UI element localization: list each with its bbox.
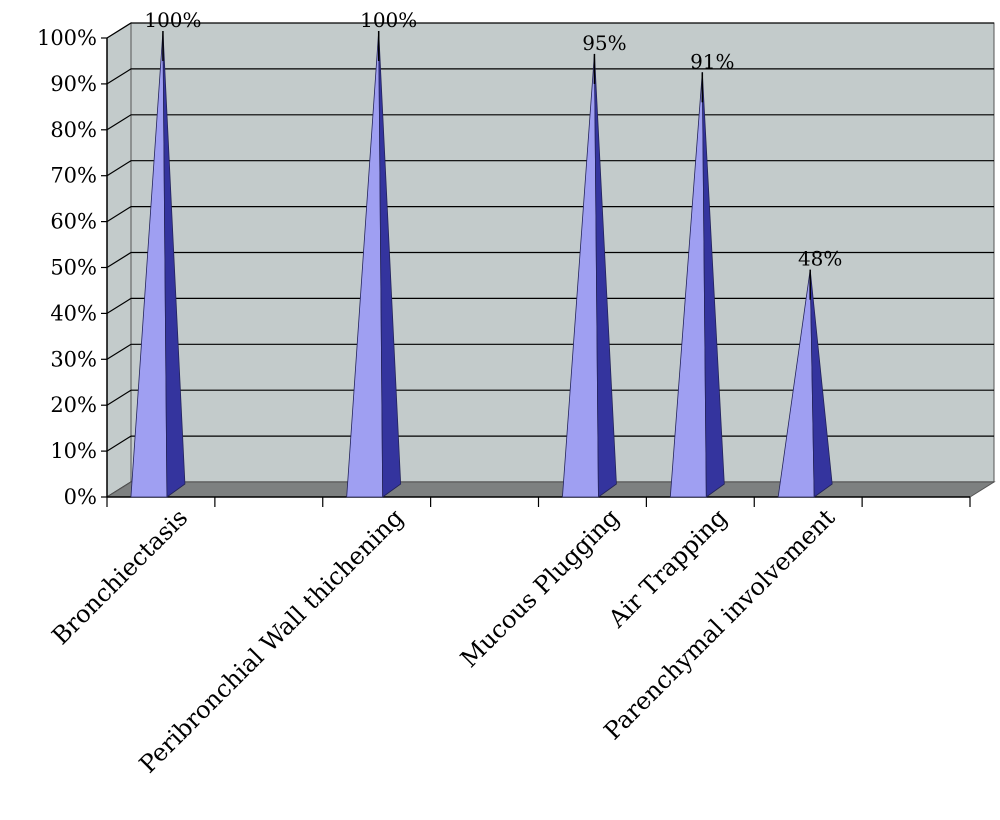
y-tick-label: 100% <box>37 26 97 50</box>
x-category-label: Bronchiectasis <box>46 503 193 650</box>
x-category-label: Mucous Plugging <box>455 503 625 673</box>
y-tick-label: 80% <box>50 118 97 142</box>
floor-plane <box>105 481 996 498</box>
gridline <box>106 68 994 85</box>
x-category-label: Parenchymal involvement <box>599 503 841 745</box>
y-tick-label: 0% <box>64 485 97 509</box>
data-labels: 100% 100% 95% 91% 48% <box>144 8 842 271</box>
chart-floor <box>105 481 996 498</box>
x-category-label: Peribronchial Wall thichening <box>134 503 409 778</box>
y-axis-tick-labels: 0% 10% 20% 30% 40% 50% 60% 70% 80% 90% 100% <box>37 26 107 509</box>
y-tick-label: 70% <box>50 164 97 188</box>
pyramid-bar-side <box>809 269 833 498</box>
gridline <box>106 22 994 39</box>
plot-backdrop <box>106 22 995 498</box>
pyramid-bar-side <box>701 72 725 498</box>
y-tick-label: 10% <box>50 439 97 463</box>
gridline <box>106 114 994 131</box>
data-label: 100% <box>360 8 417 32</box>
y-tick-label: 40% <box>50 301 97 325</box>
y-tick-label: 30% <box>50 347 97 371</box>
y-tick-label: 60% <box>50 210 97 234</box>
y-tick-label: 20% <box>50 393 97 417</box>
pyramid-bar-side <box>594 53 617 498</box>
bars <box>130 30 833 498</box>
y-tick-label: 90% <box>50 72 97 96</box>
pyramid-bar-side <box>162 30 186 498</box>
data-label: 95% <box>582 31 626 55</box>
data-label: 91% <box>690 49 734 73</box>
data-label: 48% <box>798 247 842 271</box>
data-label: 100% <box>144 8 201 32</box>
pyramid-bar-side <box>378 30 402 498</box>
y-tick-label: 50% <box>50 256 97 280</box>
